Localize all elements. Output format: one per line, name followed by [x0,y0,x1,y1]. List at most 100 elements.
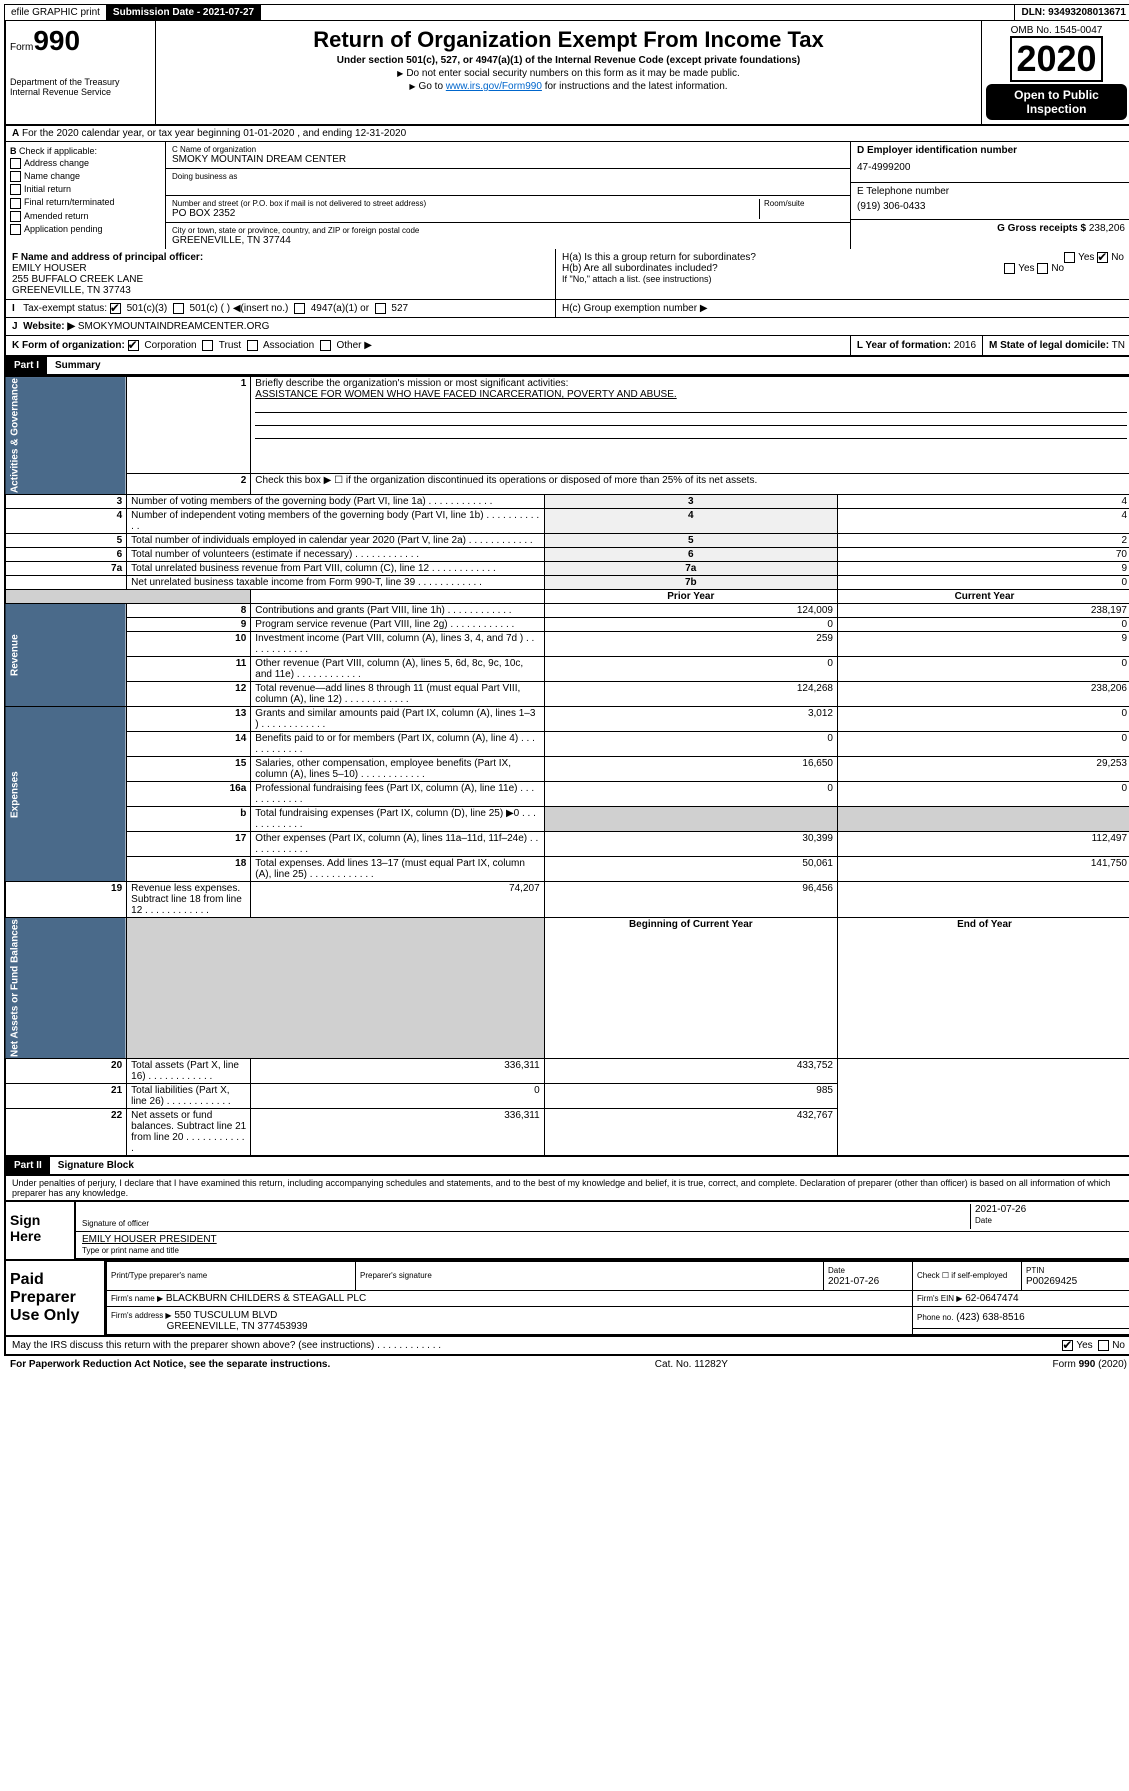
website-label: Website: ▶ [23,321,75,332]
part2-badge: Part II [6,1157,50,1174]
527-checkbox[interactable] [375,303,386,314]
paid-preparer-block: Paid Preparer Use Only Print/Type prepar… [4,1261,1129,1337]
summary-row-22: 22Net assets or fund balances. Subtract … [5,1109,1129,1157]
city-value: GREENEVILLE, TN 37744 [172,235,844,246]
goto-note: Go to www.irs.gov/Form990 for instructio… [160,81,977,92]
summary-row-3: 3Number of voting members of the governi… [5,495,1129,509]
checkbox-application-pending: Application pending [10,224,161,235]
assoc-checkbox[interactable] [247,340,258,351]
gross-value: 238,206 [1089,223,1125,234]
summary-row-9: 9Program service revenue (Part VIII, lin… [5,618,1129,632]
hb-no-checkbox[interactable] [1037,263,1048,274]
form-number: Form990 [10,25,151,57]
summary-row-13: Expenses13Grants and similar amounts pai… [5,707,1129,732]
discuss-no-checkbox[interactable] [1098,1340,1109,1351]
part1-title: Summary [47,357,109,374]
discuss-label: May the IRS discuss this return with the… [12,1340,441,1351]
year-formation-label: L Year of formation: [857,340,951,351]
form-header: Form990 Department of the Treasury Inter… [4,21,1129,126]
checkbox-input[interactable] [10,224,21,235]
phone-label: E Telephone number [857,186,1125,197]
checkbox-input[interactable] [10,198,21,209]
firm-ein: 62-0647474 [965,1293,1018,1304]
cat-number: Cat. No. 11282Y [655,1359,728,1370]
form-subtitle: Under section 501(c), 527, or 4947(a)(1)… [160,55,977,66]
ptin-value: P00269425 [1026,1276,1077,1287]
firm-phone: (423) 638-8516 [956,1312,1024,1323]
tax-exempt-block: I Tax-exempt status: 501(c)(3) 501(c) ( … [6,300,556,318]
org-name-label: C Name of organization [172,145,844,154]
top-bar: efile GRAPHIC print Submission Date - 20… [4,4,1129,21]
dln: DLN: 93493208013671 [1015,5,1129,20]
4947-checkbox[interactable] [294,303,305,314]
ein-label: D Employer identification number [857,145,1125,156]
header-center: Return of Organization Exempt From Incom… [156,21,981,124]
hb-yes-checkbox[interactable] [1004,263,1015,274]
irs-link[interactable]: www.irs.gov/Form990 [446,81,542,92]
submission-date: Submission Date - 2021-07-27 [107,5,261,20]
room-label: Room/suite [764,199,844,208]
summary-row-6: 6Total number of volunteers (estimate if… [5,548,1129,562]
sidebar-governance: Activities & Governance [5,377,127,495]
identity-section: A For the 2020 calendar year, or tax yea… [4,126,1129,357]
sign-here-block: Sign Here Signature of officer 2021-07-2… [4,1202,1129,1261]
trust-checkbox[interactable] [202,340,213,351]
form-org-label: K Form of organization: [12,340,125,351]
firm-addr2: GREENEVILLE, TN 377453939 [167,1321,308,1332]
line2: Check this box ▶ ☐ if the organization d… [251,474,1129,495]
addr-block: Number and street (or P.O. box if mail i… [166,196,850,223]
discuss-row: May the IRS discuss this return with the… [4,1337,1129,1356]
other-checkbox[interactable] [320,340,331,351]
summary-row-21: 21Total liabilities (Part X, line 26)098… [5,1084,1129,1109]
ha-yes-checkbox[interactable] [1064,252,1075,263]
summary-row-18: 18Total expenses. Add lines 13–17 (must … [5,857,1129,882]
form-title: Return of Organization Exempt From Incom… [160,27,977,53]
form-990-text: 990 [33,25,80,56]
summary-row-19: 19Revenue less expenses. Subtract line 1… [5,882,1129,918]
addr-label: Number and street (or P.O. box if mail i… [172,199,759,208]
ein-block: D Employer identification number 47-4999… [851,142,1129,183]
perjury-statement: Under penalties of perjury, I declare th… [4,1176,1129,1202]
part1-header-row: Part I Summary [4,357,1129,376]
summary-row-10: 10Investment income (Part VIII, column (… [5,632,1129,657]
spacer [261,5,1015,20]
summary-row-17: 17Other expenses (Part IX, column (A), l… [5,832,1129,857]
omb-number: OMB No. 1545-0047 [986,25,1127,36]
hb-note: If "No," attach a list. (see instruction… [562,274,711,284]
bottom-footer: For Paperwork Reduction Act Notice, see … [4,1356,1129,1373]
ha-no-checkbox[interactable] [1097,252,1108,263]
corp-checkbox[interactable] [128,340,139,351]
firm-addr1: 550 TUSCULUM BLVD [174,1310,277,1321]
checkbox-input[interactable] [10,158,21,169]
501c3-checkbox[interactable] [110,303,121,314]
officer-printed-name: EMILY HOUSER PRESIDENT [82,1234,217,1245]
sidebar-net: Net Assets or Fund Balances [5,918,127,1059]
dba-label: Doing business as [172,172,844,181]
domicile-label: M State of legal domicile: [989,340,1109,351]
summary-row-8: Revenue8Contributions and grants (Part V… [5,604,1129,618]
domicile: TN [1112,340,1125,351]
paid-preparer-table: Print/Type preparer's name Preparer's si… [106,1261,1129,1335]
dept-treasury: Department of the Treasury Internal Reve… [10,77,151,97]
summary-row-14: 14Benefits paid to or for members (Part … [5,732,1129,757]
checkbox-input[interactable] [10,211,21,222]
current-year-header: Current Year [837,590,1129,604]
checkbox-input[interactable] [10,171,21,182]
summary-row-11: 11Other revenue (Part VIII, column (A), … [5,657,1129,682]
sidebar-expenses: Expenses [5,707,127,882]
officer-block: F Name and address of principal officer:… [6,249,556,300]
form-footer: Form 990 (2020) [1053,1359,1127,1370]
ssn-note: Do not enter social security numbers on … [160,68,977,79]
preparer-name-label: Print/Type preparer's name [111,1271,207,1280]
preparer-date: 2021-07-26 [828,1276,879,1287]
discuss-yes-checkbox[interactable] [1062,1340,1073,1351]
grid-bcd: B Check if applicable: Address changeNam… [6,142,1129,249]
paperwork-notice: For Paperwork Reduction Act Notice, see … [10,1359,330,1370]
prior-year-header: Prior Year [544,590,837,604]
officer-name: EMILY HOUSER [12,263,87,274]
sig-date: 2021-07-26 [975,1204,1026,1215]
501c-checkbox[interactable] [173,303,184,314]
checkbox-input[interactable] [10,184,21,195]
website-value: SMOKYMOUNTAINDREAMCENTER.ORG [78,321,270,332]
sig-date-label: Date [975,1216,992,1225]
